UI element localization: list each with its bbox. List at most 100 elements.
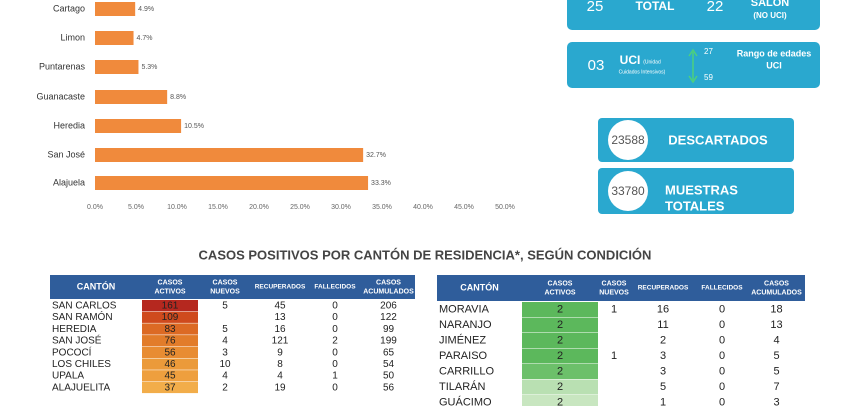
- header-label: NUEVOS: [210, 288, 240, 295]
- cell-value: 1: [660, 397, 666, 406]
- cell-value: 206: [380, 300, 397, 311]
- cell-value: 16: [274, 324, 286, 335]
- cell-value: 2: [557, 304, 563, 316]
- active-cell: [142, 311, 198, 323]
- y-tick-label: Puntarenas: [39, 61, 86, 71]
- cell-value: 8: [277, 359, 283, 370]
- cell-value: 0: [332, 382, 338, 393]
- active-cell: [142, 370, 198, 382]
- canton-name: JIMÉNEZ: [439, 334, 486, 347]
- header-label: CASOS: [548, 280, 573, 287]
- cell-value: 3: [660, 350, 666, 362]
- active-cell: [142, 335, 198, 347]
- canton-name: POCOCÍ: [52, 345, 92, 358]
- bar: [95, 2, 136, 16]
- cell-value: 4: [773, 335, 779, 347]
- value-label: 10.5%: [184, 123, 204, 130]
- cell-value: 0: [332, 300, 338, 311]
- descartados-circle: [608, 120, 648, 160]
- canton-name: MORAVIA: [439, 304, 490, 316]
- cell-value: 37: [164, 382, 176, 393]
- uci-note: Cuidados Intensivos): [619, 69, 666, 75]
- header-label: FALLECIDOS: [701, 285, 743, 292]
- active-cell: [142, 300, 198, 312]
- range-arrowheads: [688, 48, 698, 84]
- total-label: TOTAL: [636, 0, 675, 13]
- muestras-circle: [608, 171, 648, 211]
- descartados-box: [598, 118, 794, 162]
- y-tick-label: San José: [47, 149, 85, 159]
- canton-name: TILARÁN: [439, 380, 486, 393]
- cell-value: 2: [557, 335, 563, 347]
- bar: [95, 148, 364, 162]
- header-label: ACTIVOS: [154, 288, 185, 295]
- cell-value: 7: [773, 381, 779, 393]
- active-cell: [142, 381, 198, 394]
- canton-name: SAN JOSÉ: [52, 334, 102, 347]
- age-max: 27: [704, 47, 713, 56]
- salon-value: 22: [707, 0, 724, 15]
- cell-value: 2: [557, 319, 563, 331]
- age-min: 59: [704, 73, 713, 82]
- header-label: CASOS: [764, 280, 789, 287]
- x-tick-label: 50.0%: [495, 204, 515, 211]
- bar: [95, 60, 139, 74]
- value-label: 33.3%: [371, 180, 391, 187]
- value-label: 4.7%: [137, 35, 153, 42]
- cell-value: 4: [222, 371, 228, 382]
- cell-value: 0: [332, 347, 338, 358]
- bar: [95, 176, 369, 190]
- cell-value: 65: [383, 347, 395, 358]
- x-tick-label: 5.0%: [128, 204, 144, 211]
- cell-value: 46: [164, 359, 176, 370]
- uci-note: (Unidad: [643, 59, 661, 65]
- canton-name: HEREDIA: [52, 324, 97, 335]
- x-tick-label: 45.0%: [454, 204, 474, 211]
- canton-name: SAN CARLOS: [52, 300, 117, 311]
- muestras-label: TOTALES: [665, 198, 725, 213]
- y-tick-label: Alajuela: [53, 177, 85, 187]
- x-tick-label: 35.0%: [372, 204, 392, 211]
- cell-value: 2: [222, 382, 228, 393]
- cell-value: 0: [719, 319, 725, 331]
- active-cell: [522, 395, 598, 406]
- cell-value: 4: [222, 336, 228, 347]
- active-cell: [142, 346, 198, 358]
- header-label: CASOS: [376, 279, 401, 286]
- header-label: CASOS: [602, 280, 627, 287]
- uci-label: UCI: [620, 53, 641, 67]
- x-tick-label: 25.0%: [290, 204, 310, 211]
- table-header: [437, 275, 805, 301]
- cell-value: 54: [383, 359, 395, 370]
- header-label: CASOS: [158, 279, 183, 286]
- cell-value: 99: [383, 324, 395, 335]
- muestras-box: [598, 168, 794, 214]
- active-cell: [522, 333, 598, 348]
- cell-value: 2: [557, 397, 563, 406]
- muestras-label: MUESTRAS: [665, 182, 738, 197]
- value-label: 5.3%: [141, 64, 157, 71]
- x-tick-label: 15.0%: [208, 204, 228, 211]
- canton-name: CARRILLO: [439, 366, 494, 378]
- cell-value: 2: [557, 381, 563, 393]
- header-label: ACTIVOS: [544, 289, 575, 296]
- canton-name: SAN RAMÓN: [52, 310, 113, 323]
- cell-value: 0: [332, 312, 338, 323]
- cell-value: 1: [611, 304, 617, 316]
- canton-name: UPALA: [52, 371, 84, 382]
- cell-value: 56: [383, 382, 395, 393]
- section-title: CASOS POSITIVOS POR CANTÓN DE RESIDENCIA…: [199, 247, 652, 262]
- cell-value: 50: [383, 371, 395, 382]
- header-label: CASOS: [213, 279, 238, 286]
- canton-name: GUÁCIMO: [439, 396, 492, 406]
- cell-value: 2: [660, 335, 666, 347]
- cell-value: 1: [332, 371, 338, 382]
- cell-value: 161: [162, 300, 179, 311]
- cell-value: 0: [719, 366, 725, 378]
- uci-value: 03: [588, 57, 605, 74]
- age-range-label: Rango de edades: [737, 48, 812, 58]
- cell-value: 56: [164, 347, 176, 358]
- y-tick-label: Cartago: [53, 3, 85, 13]
- cell-value: 1: [611, 350, 617, 362]
